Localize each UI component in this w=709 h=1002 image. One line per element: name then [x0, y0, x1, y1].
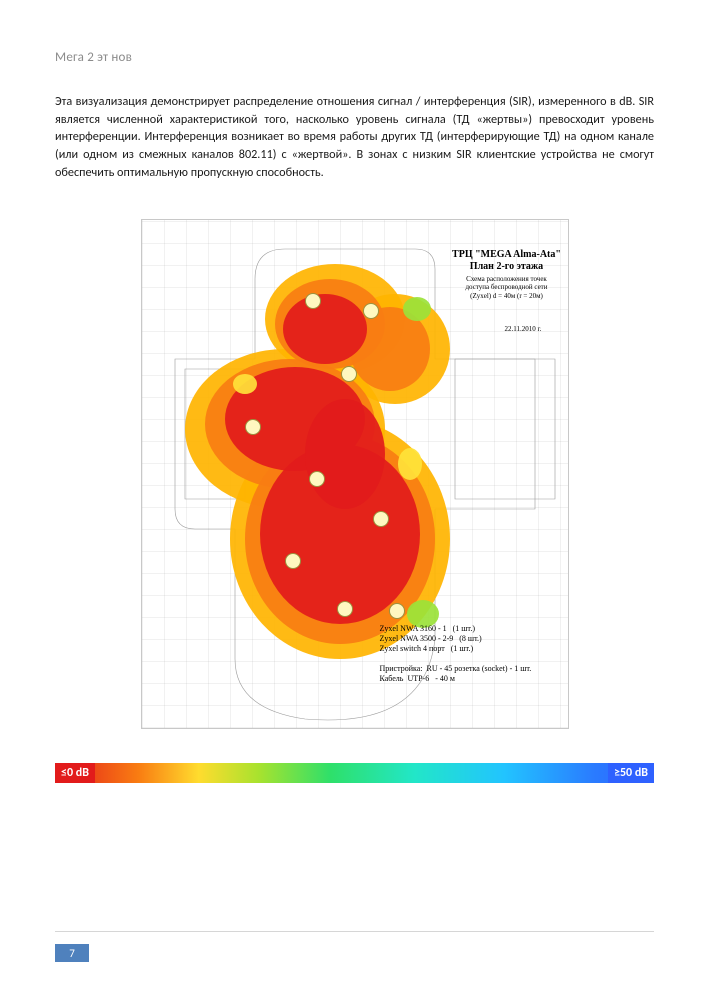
legend-gradient — [55, 763, 654, 783]
page: Мега 2 эт нов Эта визуализация демонстри… — [0, 0, 709, 1002]
color-legend: ≤0 dB ≥50 dB — [55, 763, 654, 783]
legend-min-label: ≤0 dB — [55, 763, 95, 783]
access-point-marker — [285, 553, 301, 569]
access-point-marker — [245, 419, 261, 435]
figure-title-line2: План 2-го этажа — [447, 261, 567, 273]
access-point-marker — [305, 293, 321, 309]
figure-title-line1: ТРЦ "MEGA Alma-Ata" — [447, 249, 567, 261]
document-header: Мега 2 эт нов — [55, 50, 654, 65]
access-point-marker — [341, 366, 357, 382]
body-paragraph: Эта визуализация демонстрирует распредел… — [55, 93, 654, 181]
footer-rule — [55, 931, 654, 932]
page-number: 7 — [55, 944, 89, 962]
access-point-marker — [337, 601, 353, 617]
access-point-marker — [363, 303, 379, 319]
figure-container: ТРЦ "MEGA Alma-Ata" План 2-го этажа Схем… — [55, 209, 654, 739]
access-point-marker — [373, 511, 389, 527]
legend-max-label: ≥50 dB — [608, 763, 654, 783]
access-point-marker — [309, 471, 325, 487]
sir-heatmap-figure: ТРЦ "MEGA Alma-Ata" План 2-го этажа Схем… — [135, 209, 575, 739]
figure-subtitle: Схема расположения точек доступа беспров… — [447, 275, 567, 299]
access-point-marker — [389, 603, 405, 619]
figure-date: 22.11.2010 г. — [505, 325, 542, 333]
figure-title-block: ТРЦ "MEGA Alma-Ata" План 2-го этажа Схем… — [447, 249, 567, 299]
equipment-list: Zyxel NWA 3160 - 1 (1 шт.) Zyxel NWA 350… — [380, 624, 532, 684]
header-title: Мега 2 эт нов — [55, 50, 132, 65]
